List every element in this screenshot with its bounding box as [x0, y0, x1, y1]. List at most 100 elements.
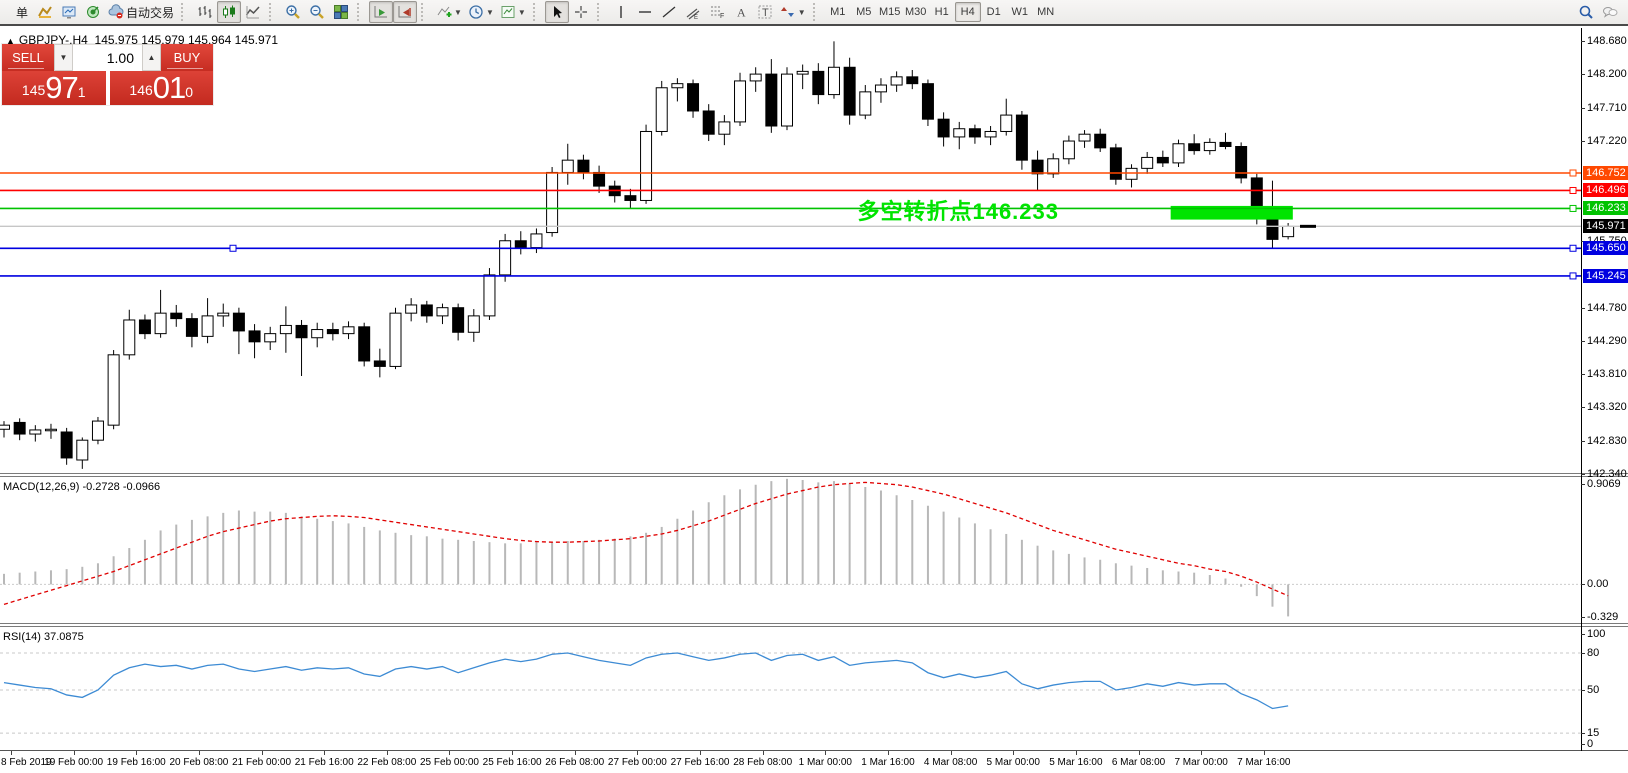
sell-price-quote[interactable]: 145 97 1 — [2, 71, 106, 105]
chart-title: ▲ GBPJPY-,H4 145.975 145.979 145.964 145.… — [6, 33, 278, 47]
rsi-tick-mark — [1581, 744, 1585, 745]
chart-shift-icon — [397, 4, 413, 20]
tf-button-M15[interactable]: M15 — [879, 6, 901, 18]
charts-button[interactable] — [33, 1, 57, 23]
tf-button-M30[interactable]: M30 — [905, 6, 927, 18]
signals-button[interactable] — [81, 1, 105, 23]
indicators-button[interactable]: ▼ — [433, 1, 465, 23]
time-tick-mark — [324, 751, 326, 755]
candle — [420, 300, 433, 323]
time-tick-mark — [1201, 751, 1203, 755]
candle — [0, 421, 10, 438]
chevron-down-icon[interactable]: ▼ — [485, 7, 494, 17]
volume-increase-button[interactable]: ▲ — [142, 44, 161, 71]
tf-button-H1[interactable]: H1 — [934, 6, 949, 18]
trendline-button[interactable] — [657, 1, 681, 23]
equidistant-channel-button[interactable]: E — [681, 1, 705, 23]
candlestick-chart-button[interactable] — [217, 1, 242, 23]
autotrading-button[interactable]: 自动交易 — [105, 1, 177, 23]
candle — [1109, 143, 1122, 185]
text-label-icon: T — [757, 4, 773, 20]
time-label: 19 Feb 00:00 — [44, 757, 104, 768]
tf-button-H4[interactable]: H4 — [954, 2, 981, 22]
templates-button[interactable]: ▼ — [497, 1, 529, 23]
candle — [796, 64, 809, 90]
tf-button-M5[interactable]: M5 — [856, 6, 872, 18]
fibonacci-button[interactable]: F — [705, 1, 729, 23]
cursor-button[interactable] — [544, 1, 569, 23]
candle — [671, 78, 684, 102]
chart-shift-button[interactable] — [393, 1, 418, 23]
tf-button-MN[interactable]: MN — [1037, 6, 1055, 18]
rsi-tick-label: 100 — [1587, 628, 1606, 640]
line-anchor[interactable] — [229, 244, 237, 252]
chat-button[interactable] — [1598, 1, 1622, 23]
rsi-tick-label: 80 — [1587, 647, 1600, 659]
zoom-in-button[interactable] — [281, 1, 305, 23]
time-tick-mark — [386, 751, 388, 755]
auto-scroll-button[interactable] — [369, 1, 394, 23]
price-tick-label: 144.290 — [1587, 335, 1627, 348]
chevron-down-icon[interactable]: ▼ — [797, 7, 806, 17]
rsi-panel — [0, 652, 1581, 734]
search-button[interactable] — [1574, 1, 1598, 23]
time-tick-mark — [261, 751, 263, 755]
sell-button[interactable]: SELL — [2, 44, 54, 71]
templates-icon — [500, 4, 516, 20]
price-tick-mark — [1581, 141, 1585, 143]
tf-button-D1[interactable]: D1 — [986, 6, 1001, 18]
candle — [734, 72, 747, 127]
tile-windows-button[interactable] — [329, 1, 353, 23]
indicators-icon — [436, 4, 452, 20]
chevron-down-icon[interactable]: ▼ — [454, 7, 462, 17]
line-handle[interactable] — [1569, 272, 1577, 280]
price-tick-mark — [1581, 74, 1585, 76]
main-macd-separator[interactable] — [0, 473, 1628, 477]
candle — [358, 322, 371, 367]
candle — [1094, 128, 1107, 152]
macd-tick-label: 0.9069 — [1587, 478, 1621, 490]
chevron-down-icon[interactable]: ▼ — [517, 7, 526, 17]
equidistant-channel-icon: E — [685, 4, 701, 20]
text-button[interactable]: A — [729, 1, 753, 23]
collapse-triangle-icon[interactable]: ▲ — [6, 36, 15, 46]
time-tick-mark — [950, 751, 952, 755]
signals-icon — [85, 4, 101, 20]
tile-windows-icon — [333, 4, 349, 20]
candle — [1125, 164, 1138, 188]
candle — [60, 427, 73, 465]
line-handle[interactable] — [1569, 169, 1577, 177]
line-chart-button[interactable] — [241, 1, 265, 23]
time-label: 25 Feb 00:00 — [420, 757, 479, 768]
new-order-button[interactable]: 单 — [9, 1, 33, 23]
candle — [436, 303, 449, 325]
volume-decrease-button[interactable]: ▼ — [54, 44, 73, 71]
profiles-button[interactable] — [57, 1, 81, 23]
crosshair-button[interactable] — [569, 1, 593, 23]
buy-button[interactable]: BUY — [161, 44, 213, 71]
zoom-out-button[interactable] — [305, 1, 329, 23]
pivot-annotation-text[interactable]: 多空转折点146.233 — [857, 199, 1059, 225]
tf-button-M1[interactable]: M1 — [830, 6, 846, 18]
toolbar-separator — [532, 3, 542, 21]
macd-rsi-separator[interactable] — [0, 623, 1628, 627]
volume-input[interactable]: 1.00 — [73, 44, 142, 71]
candle — [984, 126, 997, 146]
arrows-button[interactable]: ▼ — [777, 1, 809, 23]
periods-button[interactable]: ▼ — [465, 1, 497, 23]
price-tick-mark — [1581, 474, 1585, 476]
buy-price-quote[interactable]: 146 01 0 — [109, 71, 213, 105]
time-label: 7 Mar 00:00 — [1174, 757, 1228, 768]
line-handle[interactable] — [1569, 244, 1577, 252]
candle — [279, 306, 292, 353]
time-tick-mark — [574, 751, 576, 755]
horizontal-line-button[interactable] — [633, 1, 657, 23]
highlight-rectangle[interactable] — [1170, 205, 1293, 220]
vertical-line-button[interactable] — [609, 1, 633, 23]
time-label: 5 Mar 16:00 — [1049, 757, 1103, 768]
line-handle[interactable] — [1569, 186, 1577, 194]
tf-button-W1[interactable]: W1 — [1011, 6, 1028, 18]
line-handle[interactable] — [1569, 204, 1577, 212]
text-label-button[interactable]: T — [753, 1, 777, 23]
bar-chart-button[interactable] — [193, 1, 217, 23]
